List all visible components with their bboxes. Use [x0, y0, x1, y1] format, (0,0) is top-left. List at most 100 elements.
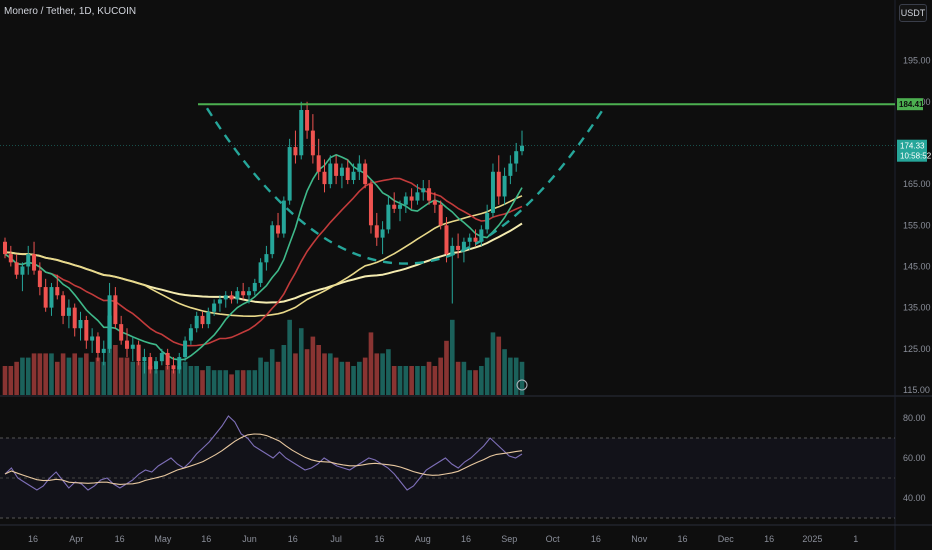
candle-body [328, 163, 333, 185]
candle-body [194, 315, 199, 329]
volume-bar [136, 361, 141, 395]
volume-bar [60, 353, 66, 395]
volume-bar [455, 361, 461, 395]
volume-bar [374, 353, 380, 395]
time-tick-label: May [154, 534, 172, 544]
volume-bar [72, 353, 78, 395]
candle-body [450, 245, 455, 255]
volume-bar [490, 332, 496, 395]
candle-body [363, 163, 368, 185]
volume-bar [467, 370, 473, 395]
rsi-line [4, 415, 523, 491]
candle-body [264, 254, 269, 263]
volume-bar [246, 370, 252, 395]
ma-slow-inner [4, 195, 523, 318]
volume-bar [84, 353, 89, 395]
volume-bar [78, 357, 83, 395]
candle-body [55, 287, 60, 296]
time-tick-label: Sep [501, 534, 517, 544]
candle-body [508, 163, 513, 176]
volume-bar [25, 357, 31, 395]
last-price-badge [897, 139, 927, 162]
time-tick-label: 16 [677, 534, 687, 544]
candle-body [235, 291, 240, 300]
volume-bar [275, 361, 281, 395]
candle-body [345, 167, 350, 180]
rsi-tick-label: 80.00 [903, 413, 926, 423]
time-tick-label: Oct [546, 534, 561, 544]
volume-bar [484, 357, 490, 395]
time-tick-label: Jul [330, 534, 342, 544]
volume-bar [49, 353, 54, 395]
candle-body [90, 336, 95, 341]
candle-body [154, 361, 159, 370]
volume-bar [281, 345, 287, 395]
candle-body [78, 320, 83, 329]
last-price-badge-text: 174.33 [900, 142, 925, 151]
volume-bar [206, 366, 211, 395]
volume-bar [502, 349, 507, 395]
volume-bar [316, 345, 321, 395]
candle-body [305, 110, 310, 131]
time-tick-label: 16 [288, 534, 298, 544]
candle-body [171, 365, 176, 370]
price-tick-label: 145.00 [903, 261, 931, 271]
candle-body [461, 241, 466, 250]
volume-bar [345, 361, 351, 395]
volume-bar [269, 349, 275, 395]
candle-body [386, 204, 391, 230]
candle-body [66, 307, 71, 316]
time-tick-label: 16 [28, 534, 38, 544]
volume-bar [386, 349, 391, 395]
volume-bar [351, 366, 356, 395]
candle-body [142, 357, 147, 362]
volume-bar [200, 370, 205, 395]
ma-mid [4, 177, 523, 347]
candle-body [322, 171, 327, 185]
time-tick-label: 16 [374, 534, 384, 544]
cup-pattern-arc [205, 105, 607, 265]
candle-body [374, 225, 379, 238]
candle-body [101, 348, 106, 353]
candle-body [357, 163, 362, 172]
rsi-tick-label: 40.00 [903, 493, 926, 503]
candle-body [293, 147, 298, 156]
volume-bar [496, 336, 502, 395]
candle-body [26, 254, 31, 267]
candle-body [241, 291, 246, 296]
volume-bar [171, 370, 176, 395]
candle-body [392, 204, 397, 209]
candle-body [61, 295, 66, 316]
volume-bar [43, 353, 48, 395]
volume-bar [113, 345, 118, 395]
time-tick-label: 16 [461, 534, 471, 544]
volume-bar [165, 366, 170, 395]
volume-bar [415, 366, 420, 395]
candle-body [72, 307, 77, 329]
volume-bar [235, 370, 240, 395]
volume-bar [252, 370, 258, 395]
volume-bar [182, 361, 188, 395]
candle-body [188, 328, 193, 341]
price-tick-label: 155.00 [903, 220, 931, 230]
volume-bar [513, 357, 519, 395]
candle-body [421, 188, 426, 193]
countdown-badge-text: 10:58:52 [900, 152, 932, 161]
candle-body [496, 171, 501, 197]
time-tick-label: Aug [415, 534, 431, 544]
candle-body [84, 320, 89, 341]
candle-body [107, 295, 112, 349]
candle-body [514, 151, 519, 164]
volume-bar [508, 357, 513, 395]
time-tick-label: Jun [242, 534, 257, 544]
time-tick-label: Dec [718, 534, 735, 544]
candle-body [148, 357, 153, 370]
candle-body [432, 200, 437, 205]
candle-body [43, 287, 48, 308]
currency-button[interactable]: USDT [899, 4, 927, 22]
candle-body [479, 229, 484, 242]
volume-bar [118, 357, 124, 395]
candle-body [119, 324, 124, 341]
candle-body [456, 245, 461, 250]
